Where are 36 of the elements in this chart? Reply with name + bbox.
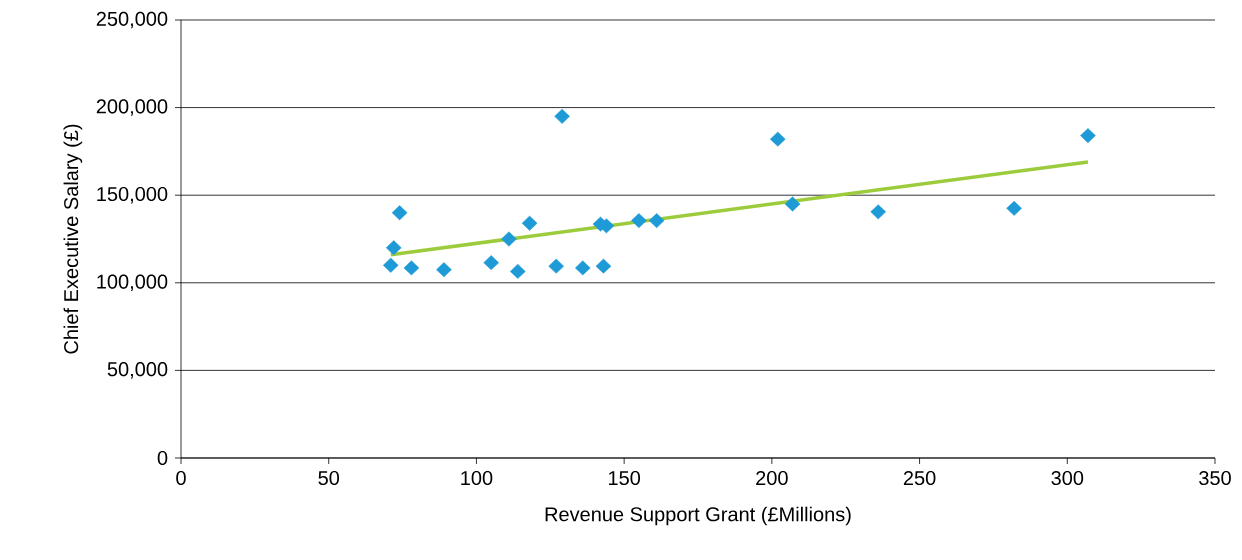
point bbox=[554, 108, 570, 124]
point bbox=[501, 231, 517, 247]
x-tick-label: 250 bbox=[903, 470, 936, 486]
point bbox=[510, 263, 526, 279]
x-tick-label: 100 bbox=[461, 470, 493, 486]
x-tick-label: 300 bbox=[1051, 470, 1084, 486]
y-tick-label: 150,000 bbox=[97, 186, 168, 204]
point bbox=[391, 205, 408, 221]
y-tick-label: 0 bbox=[157, 450, 168, 466]
y-tick-label: 100,000 bbox=[97, 274, 168, 292]
point bbox=[575, 260, 591, 276]
point bbox=[770, 131, 786, 147]
point bbox=[648, 213, 665, 229]
y-tick-label: 200,000 bbox=[96, 99, 168, 116]
point bbox=[870, 204, 886, 220]
point bbox=[548, 258, 564, 274]
point bbox=[595, 258, 612, 274]
x-tick-label: 50 bbox=[318, 470, 340, 486]
y-axis-title: Chief Executive Salary (£) bbox=[63, 124, 83, 354]
point bbox=[436, 262, 452, 278]
point bbox=[784, 196, 801, 212]
point bbox=[1006, 200, 1022, 216]
point bbox=[385, 240, 402, 256]
point bbox=[521, 215, 538, 231]
y-tick-label: 250,000 bbox=[96, 11, 168, 29]
x-tick-label: 0 bbox=[176, 470, 186, 486]
x-tick-label: 150 bbox=[608, 470, 641, 486]
x-axis-title: Revenue Support Grant (£Millions) bbox=[545, 506, 851, 526]
y-tick-label: 50,000 bbox=[107, 362, 168, 379]
point bbox=[382, 257, 399, 273]
x-tick-label: 200 bbox=[756, 470, 788, 486]
point bbox=[403, 260, 420, 276]
point bbox=[631, 213, 647, 229]
point bbox=[483, 255, 499, 271]
x-tick-label: 350 bbox=[1199, 470, 1231, 486]
point bbox=[1080, 128, 1096, 144]
